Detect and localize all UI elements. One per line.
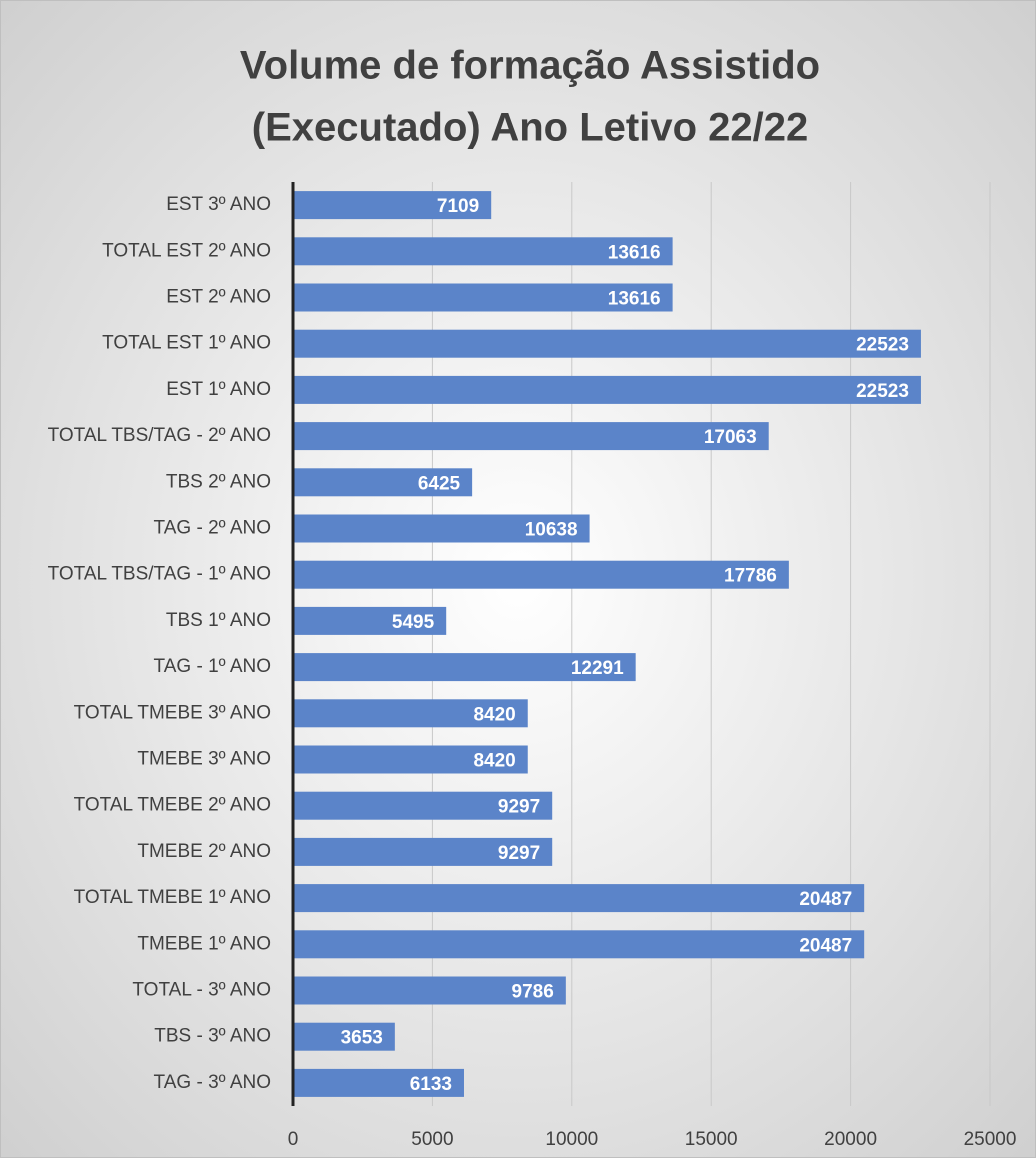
y-tick-label: TOTAL - 3º ANO [132,980,271,1001]
data-label: 8420 [473,751,515,772]
y-tick-label: TBS - 3º ANO [154,1026,271,1047]
data-label: 10638 [525,520,578,541]
data-label: 17063 [704,427,757,448]
x-tick-label: 15000 [685,1129,738,1150]
data-label: 7109 [437,196,479,217]
data-label: 13616 [608,289,661,310]
bar [293,606,447,635]
x-tick-label: 25000 [964,1129,1017,1150]
bar [293,653,636,682]
data-label: 6425 [418,473,461,494]
y-tick-label: TMEBE 1º ANO [137,933,271,954]
y-tick-label: TOTAL TMEBE 2º ANO [74,795,271,816]
bar [293,514,590,543]
y-tick-label: TAG - 1º ANO [154,656,271,677]
x-tick-label: 5000 [411,1129,453,1150]
bar [293,745,528,774]
x-tick-label: 0 [288,1129,299,1150]
y-tick-label: TOTAL TMEBE 3º ANO [74,702,271,723]
y-tick-label: TMEBE 3º ANO [137,749,271,770]
y-tick-label: TOTAL EST 2º ANO [102,240,271,261]
data-label: 9297 [498,797,540,818]
y-tick-label: TOTAL TMEBE 1º ANO [74,887,271,908]
data-label: 5495 [392,612,435,633]
bar [293,791,553,820]
data-label: 20487 [799,889,852,910]
data-label: 13616 [608,242,661,263]
data-label: 22523 [856,335,909,356]
bar [293,237,673,266]
y-tick-label: TOTAL EST 1º ANO [102,333,271,354]
chart-title: Volume de formação Assistido [240,44,820,88]
y-tick-label: TAG - 2º ANO [154,518,271,539]
bar [293,375,921,404]
bar [293,329,921,358]
x-tick-label: 10000 [545,1129,598,1150]
bar [293,837,553,866]
bar [293,976,566,1005]
bar [293,1068,464,1097]
bar [293,930,865,959]
data-label: 17786 [724,566,777,587]
y-tick-label: TAG - 3º ANO [154,1072,271,1093]
y-tick-label: TMEBE 2º ANO [137,841,271,862]
y-tick-label: EST 1º ANO [166,379,271,400]
bar [293,1022,395,1051]
y-tick-label: TOTAL TBS/TAG - 2º ANO [48,425,271,446]
bar [293,884,865,913]
data-label: 3653 [341,1028,383,1049]
data-label: 20487 [799,935,852,956]
bar [293,699,528,728]
y-tick-label: EST 2º ANO [166,287,271,308]
data-label: 22523 [856,381,909,402]
y-tick-label: EST 3º ANO [166,194,271,215]
x-tick-label: 20000 [824,1129,877,1150]
chart-title: (Executado) Ano Letivo 22/22 [252,106,808,150]
data-label: 8420 [473,704,515,725]
bar [293,283,673,312]
y-tick-label: TBS 2º ANO [166,471,271,492]
data-label: 9786 [512,982,554,1003]
bar [293,468,473,497]
y-tick-label: TOTAL TBS/TAG - 1º ANO [48,564,271,585]
y-tick-label: TBS 1º ANO [166,610,271,631]
bar [293,422,769,451]
data-label: 9297 [498,843,540,864]
data-label: 12291 [571,658,624,679]
data-label: 6133 [410,1074,452,1095]
bar [293,191,492,220]
bar [293,560,789,589]
